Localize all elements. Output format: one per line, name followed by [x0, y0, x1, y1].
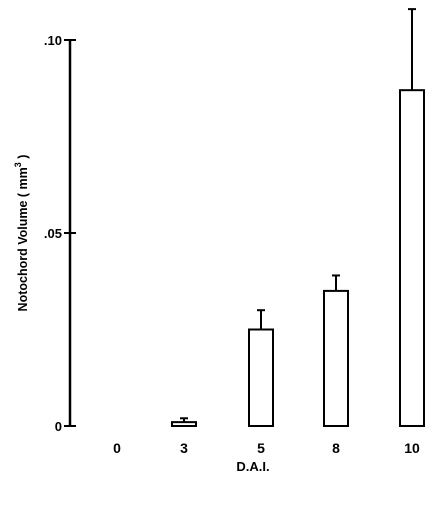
- y-axis-title: Notochord Volume ( mm3 ): [13, 155, 30, 312]
- y-tick-label: .10: [44, 33, 62, 48]
- y-tick-label: .05: [44, 226, 62, 241]
- x-tick-label: 10: [404, 440, 420, 456]
- y-tick-label: 0: [55, 419, 62, 434]
- bar: [248, 328, 274, 427]
- x-axis-title: D.A.I.: [236, 459, 269, 474]
- x-tick-label: 5: [257, 440, 265, 456]
- y-ticks: 0 .05 .10: [44, 33, 76, 434]
- x-tick-labels: 0 3 5 8 10: [113, 440, 420, 456]
- y-axis-title-text: Notochord Volume ( mm: [16, 167, 30, 311]
- bar: [171, 421, 197, 428]
- x-tick-label: 3: [180, 440, 188, 456]
- x-tick-label: 8: [332, 440, 340, 456]
- bar: [323, 289, 349, 427]
- bars: [171, 8, 425, 428]
- x-tick-label: 0: [113, 440, 121, 456]
- bar: [399, 89, 425, 428]
- y-axis-title-superscript: 3: [13, 162, 23, 167]
- y-axis-title-closing: ): [16, 155, 30, 163]
